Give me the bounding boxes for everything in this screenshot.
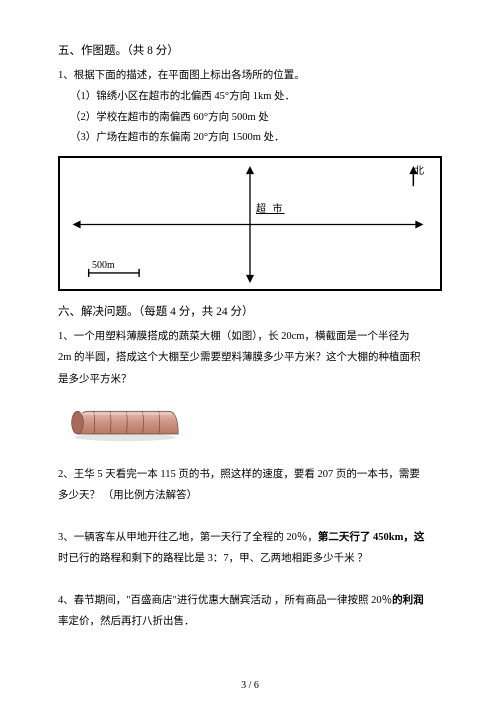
section-5-title: 五、作图题。（共 8 分） bbox=[58, 42, 442, 58]
north-label: 北 bbox=[414, 162, 424, 177]
q6-2-l1: 2、王华 5 天看完一本 115 页的书，照这样的速度，要看 207 页的一本书… bbox=[58, 465, 442, 484]
q6-3-l2: 时已行的路程和剩下的路程比是 3：7，甲、乙两地相距多少千米 ？ bbox=[58, 549, 442, 568]
q6-1-l3: 是多少平方米？ bbox=[58, 370, 442, 389]
q5-1-sub2: （2）学校在超市的南偏西 60°方向 500m 处 bbox=[58, 108, 442, 127]
page-number: 3 / 6 bbox=[0, 680, 500, 691]
map-svg bbox=[68, 164, 432, 285]
q6-3-l1: 3、一辆客车从甲地开往乙地，第一天行了全程的 20％，第二天行了 450km，这 bbox=[58, 528, 442, 547]
q6-1-l2: 2m 的半圆，搭成这个大棚至少需要塑料薄膜多少平方米？这个大棚的种植面积 bbox=[58, 348, 442, 367]
scale-label: 500m bbox=[92, 260, 115, 271]
section-6-title: 六、解决问题。（每题 4 分，共 24 分） bbox=[58, 303, 442, 319]
q5-1-sub3: （3）广场在超市的东偏南 20°方向 1500m 处． bbox=[58, 128, 442, 147]
q5-1: 1、根据下面的描述，在平面图上标出各场所的位置。 bbox=[58, 66, 442, 85]
map-diagram: 北 超 市 500m bbox=[58, 156, 442, 291]
center-label: 超 市 bbox=[256, 200, 285, 215]
q6-2-l2: 多少天？ （用比例方法解答） bbox=[58, 486, 442, 505]
q6-1-l1: 1、一个用塑料薄膜搭成的蔬菜大棚（如图），长 20cm，横截面是一个半径为 bbox=[58, 327, 442, 346]
q5-1-sub1: （1）锦绣小区在超市的北偏西 45°方向 1km 处． bbox=[58, 87, 442, 106]
greenhouse-svg bbox=[58, 397, 188, 445]
q6-3-l1b: 第二天行了 450km，这 bbox=[318, 532, 424, 543]
q6-4-l1b: 的利润 bbox=[392, 595, 424, 606]
q6-3-l1a: 3、一辆客车从甲地开往乙地，第一天行了全程的 20％， bbox=[58, 532, 318, 543]
greenhouse-figure bbox=[58, 397, 442, 445]
q6-4-l1: 4、春节期间，"百盛商店"进行优惠大酬宾活动 ，所有商品一律按照 20％的利润 bbox=[58, 591, 442, 610]
q6-4-l1a: 4、春节期间，"百盛商店"进行优惠大酬宾活动 ，所有商品一律按照 20％ bbox=[58, 595, 392, 606]
q6-4-l2: 率定价，然后再打八折出售． bbox=[58, 612, 442, 631]
